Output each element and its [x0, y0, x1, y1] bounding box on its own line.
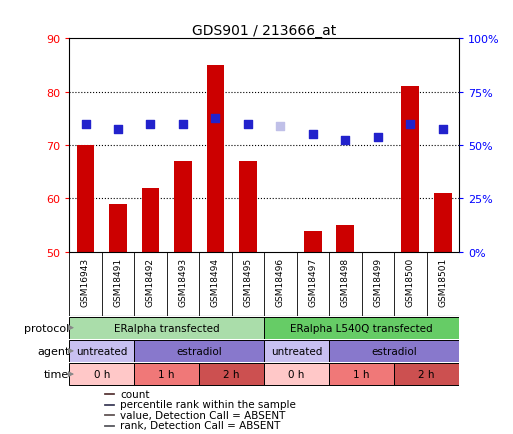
Bar [402, 87, 419, 252]
Text: ERalpha transfected: ERalpha transfected [114, 323, 220, 333]
Bar [304, 231, 322, 252]
Text: estradiol: estradiol [176, 346, 222, 356]
Point [406, 121, 415, 128]
Point [341, 137, 349, 144]
Text: GSM18495: GSM18495 [244, 257, 252, 306]
Point [374, 134, 382, 141]
Text: 1 h: 1 h [159, 369, 175, 379]
Text: 2 h: 2 h [419, 369, 435, 379]
Text: GSM18494: GSM18494 [211, 257, 220, 306]
Bar [134, 363, 199, 385]
Bar [199, 363, 264, 385]
Text: time: time [44, 369, 69, 379]
Point [211, 115, 220, 122]
Point [146, 121, 154, 128]
Text: GSM18492: GSM18492 [146, 257, 155, 306]
Text: GSM16943: GSM16943 [81, 257, 90, 306]
Text: GSM18497: GSM18497 [308, 257, 318, 306]
Bar [76, 146, 94, 252]
Text: agent: agent [37, 346, 69, 356]
Bar [239, 162, 257, 252]
Text: GSM18496: GSM18496 [276, 257, 285, 306]
Text: GSM18499: GSM18499 [373, 257, 382, 306]
Text: 2 h: 2 h [224, 369, 240, 379]
Text: GSM18501: GSM18501 [439, 257, 447, 306]
Bar [207, 66, 224, 252]
Point [439, 126, 447, 133]
Bar [264, 317, 459, 339]
Text: percentile rank within the sample: percentile rank within the sample [120, 399, 296, 409]
Bar [394, 363, 459, 385]
Bar [69, 363, 134, 385]
Point [277, 124, 285, 131]
Text: GSM18498: GSM18498 [341, 257, 350, 306]
Text: untreated: untreated [271, 346, 322, 356]
Text: protocol: protocol [24, 323, 69, 333]
Bar [104, 425, 114, 426]
Bar [104, 404, 114, 405]
Text: GSM18500: GSM18500 [406, 257, 415, 306]
Bar [69, 317, 264, 339]
Bar [104, 414, 114, 415]
Bar [174, 162, 192, 252]
Text: ERalpha L540Q transfected: ERalpha L540Q transfected [290, 323, 433, 333]
Bar [104, 393, 114, 394]
Text: GSM18493: GSM18493 [179, 257, 187, 306]
Text: rank, Detection Call = ABSENT: rank, Detection Call = ABSENT [120, 420, 280, 430]
Point [309, 132, 317, 138]
Bar [109, 204, 127, 252]
Title: GDS901 / 213666_at: GDS901 / 213666_at [192, 24, 337, 38]
Bar [142, 188, 160, 252]
Point [82, 121, 90, 128]
Bar [69, 340, 134, 362]
Text: 0 h: 0 h [93, 369, 110, 379]
Text: count: count [120, 389, 149, 399]
Text: GSM18491: GSM18491 [113, 257, 123, 306]
Text: 1 h: 1 h [353, 369, 370, 379]
Text: 0 h: 0 h [288, 369, 305, 379]
Bar [134, 340, 264, 362]
Bar [264, 363, 329, 385]
Text: untreated: untreated [76, 346, 127, 356]
Bar [264, 340, 329, 362]
Bar [337, 226, 354, 252]
Point [114, 126, 122, 133]
Bar [329, 363, 394, 385]
Point [244, 121, 252, 128]
Bar [434, 194, 452, 252]
Point [179, 121, 187, 128]
Text: estradiol: estradiol [371, 346, 417, 356]
Text: value, Detection Call = ABSENT: value, Detection Call = ABSENT [120, 410, 285, 420]
Bar [329, 340, 459, 362]
